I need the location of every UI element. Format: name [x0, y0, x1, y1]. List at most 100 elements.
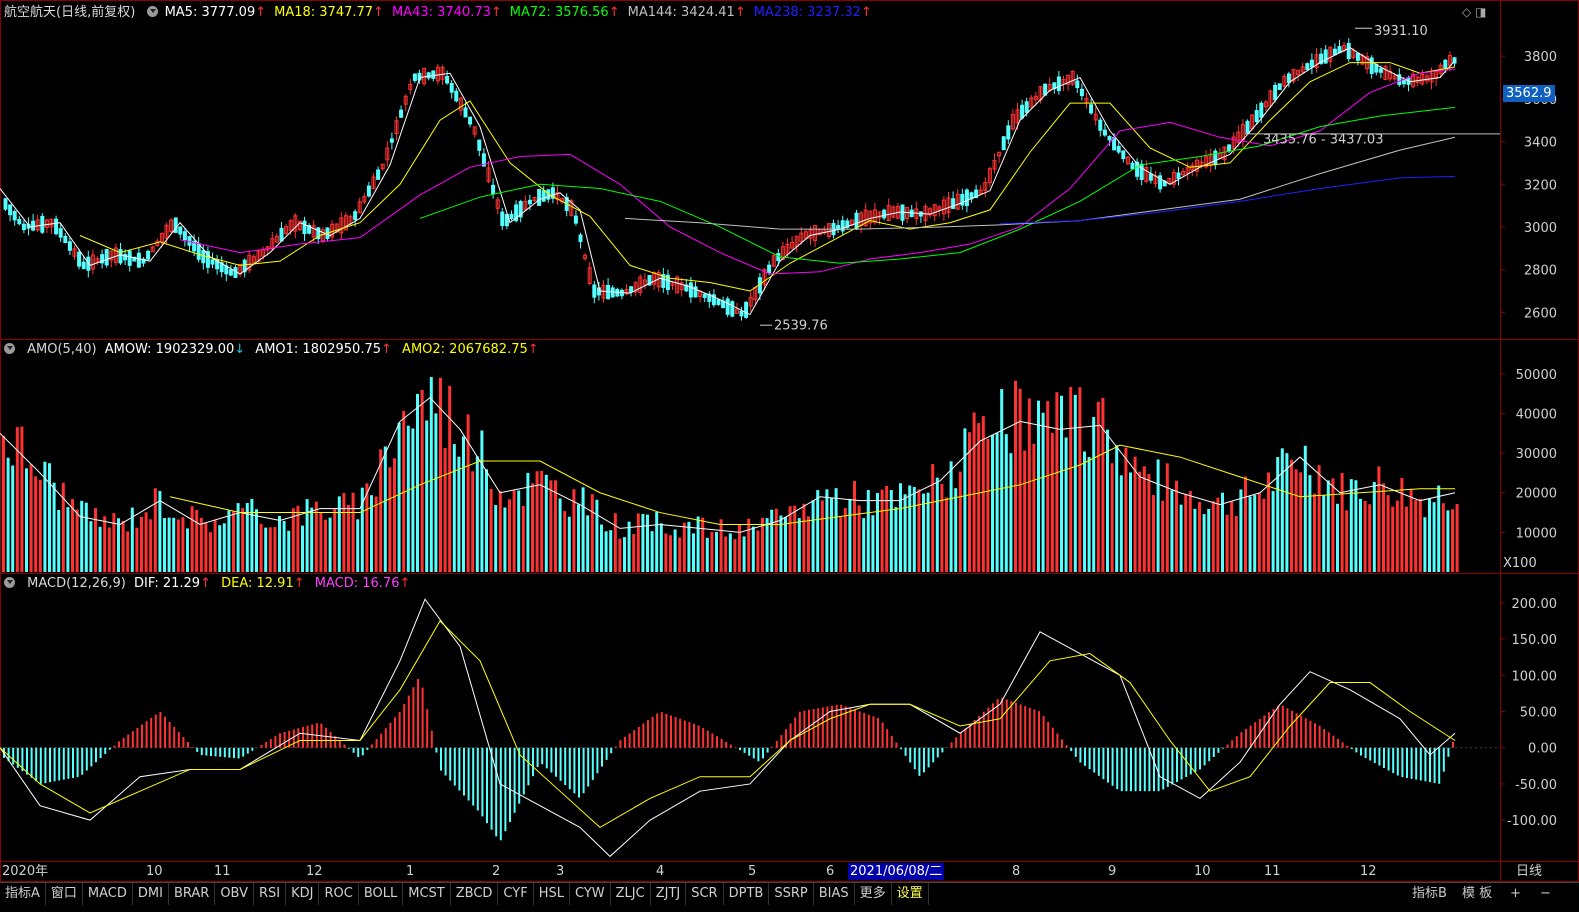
- volume-bar: [383, 446, 387, 572]
- ma-arrow-icon: ↑: [734, 5, 746, 20]
- candle-body: [1121, 150, 1126, 160]
- period-label[interactable]: 日线: [1516, 864, 1543, 879]
- candle-body: [256, 250, 261, 262]
- macd-arrow-icon: ↑: [399, 576, 411, 591]
- toolbar-tab[interactable]: CYW: [570, 883, 611, 905]
- toolbar-tab[interactable]: ZLJC: [611, 883, 651, 905]
- candle-body: [371, 176, 376, 190]
- toolbar-tab[interactable]: HSL: [534, 883, 570, 905]
- toolbar-tab[interactable]: BIAS: [814, 883, 855, 905]
- toolbar-tab[interactable]: 指标A: [0, 883, 46, 905]
- candle-body: [886, 205, 891, 221]
- diamond-icon[interactable]: ◇: [1462, 5, 1472, 19]
- candle-body: [63, 235, 68, 244]
- volume-bar: [310, 507, 314, 572]
- macd-settings-icon[interactable]: [4, 577, 15, 588]
- maximize-icon[interactable]: ◨: [1475, 5, 1487, 19]
- volume-bar: [351, 492, 355, 572]
- volume-bar: [1092, 417, 1096, 572]
- volume-bar: [195, 509, 199, 572]
- toolbar-right-button[interactable]: 模 板: [1462, 886, 1493, 901]
- toolbar-tab[interactable]: MCST: [403, 883, 451, 905]
- volume-bar: [646, 514, 649, 572]
- volume-bar: [434, 413, 438, 572]
- toolbar-tab[interactable]: DPTB: [724, 883, 770, 905]
- volume-bar: [255, 509, 258, 572]
- candle-body: [242, 259, 247, 273]
- amo2-label: AMO2: 2067682.75: [402, 342, 528, 357]
- candle-body: [1369, 57, 1374, 74]
- volume-bar: [393, 458, 396, 572]
- volume-bar: [958, 471, 962, 572]
- candle-body: [964, 189, 969, 207]
- toolbar-right-button[interactable]: 指标B: [1412, 886, 1447, 901]
- toolbar-tab[interactable]: BOLL: [359, 883, 404, 905]
- volume-bar: [820, 500, 824, 572]
- volume-bar: [66, 507, 70, 572]
- toolbar-tab[interactable]: 更多: [855, 883, 892, 905]
- toolbar-right-button[interactable]: +: [1510, 886, 1521, 901]
- volume-bar: [963, 428, 967, 572]
- volume-bar: [1225, 514, 1229, 572]
- amo-settings-icon[interactable]: [4, 343, 15, 354]
- volume-bar: [1221, 492, 1224, 572]
- amow-value: AMOW: 1902329.00↓: [105, 342, 245, 357]
- candle-body: [997, 151, 1002, 157]
- candle-body: [665, 274, 670, 291]
- toolbar-tab[interactable]: OBV: [215, 883, 254, 905]
- toolbar-tab[interactable]: CYF: [498, 883, 534, 905]
- volume-bar: [1188, 491, 1192, 572]
- y-tick-label: 2800: [1524, 264, 1557, 279]
- toolbar-tab[interactable]: 设置: [892, 883, 929, 905]
- volume-bar: [370, 495, 373, 572]
- toolbar-tab[interactable]: BRAR: [169, 883, 216, 905]
- candle-body: [1323, 49, 1328, 64]
- toolbar-tab[interactable]: MACD: [83, 883, 133, 905]
- toolbar-tab[interactable]: 窗口: [46, 883, 83, 905]
- indicator-settings-icon[interactable]: [147, 6, 159, 17]
- candle-body: [1116, 146, 1121, 153]
- toolbar-tab[interactable]: SCR: [686, 883, 724, 905]
- candle-body: [951, 198, 956, 209]
- volume-bar: [186, 528, 189, 572]
- candle-body: [647, 275, 652, 286]
- current-date-marker: 2021/06/08/二: [848, 863, 945, 880]
- candle-body: [826, 223, 831, 238]
- ma-arrow-icon: ↑: [373, 5, 384, 20]
- volume-bar: [678, 537, 682, 572]
- volume-bar: [402, 410, 406, 572]
- toolbar-tab[interactable]: ZBCD: [451, 883, 499, 905]
- y-tick-label: 20000: [1516, 487, 1557, 502]
- volume-bar: [227, 510, 231, 572]
- volume-bar: [462, 436, 465, 572]
- indicator-toolbar: 指标A 窗口 MACD DMI BRAR OBV RSI KDJ ROC BOLL MCST ZBCD…: [0, 882, 1579, 907]
- candle-body: [1443, 59, 1448, 69]
- volume-bar: [149, 519, 153, 572]
- toolbar-right-button[interactable]: −: [1540, 886, 1551, 901]
- toolbar-tab[interactable]: ROC: [319, 883, 359, 905]
- volume-bar: [1349, 479, 1353, 572]
- candle-body: [136, 252, 141, 268]
- toolbar-tab[interactable]: KDJ: [286, 883, 320, 905]
- y-tick-label: -50.00: [1515, 778, 1557, 793]
- toolbar-tab[interactable]: SSRP: [769, 883, 814, 905]
- y-tick-label: 3200: [1524, 178, 1557, 193]
- volume-bar: [1285, 453, 1289, 572]
- volume-bar: [540, 470, 544, 572]
- volume-bar: [1313, 493, 1316, 572]
- candle-body: [330, 223, 335, 238]
- volume-bar: [1257, 493, 1261, 572]
- volume-bar: [788, 506, 792, 572]
- volume-bar: [1234, 515, 1238, 572]
- volume-bar: [1161, 500, 1165, 572]
- toolbar-tab[interactable]: ZJTJ: [651, 883, 687, 905]
- amo-line: [169, 444, 1455, 525]
- volume-bar: [839, 516, 843, 572]
- candle-body: [518, 201, 523, 218]
- volume-bar: [1083, 451, 1086, 572]
- ma-line: [79, 62, 1456, 292]
- toolbar-tab[interactable]: DMI: [133, 883, 169, 905]
- candle-body: [100, 254, 105, 264]
- toolbar-tab[interactable]: RSI: [254, 883, 287, 905]
